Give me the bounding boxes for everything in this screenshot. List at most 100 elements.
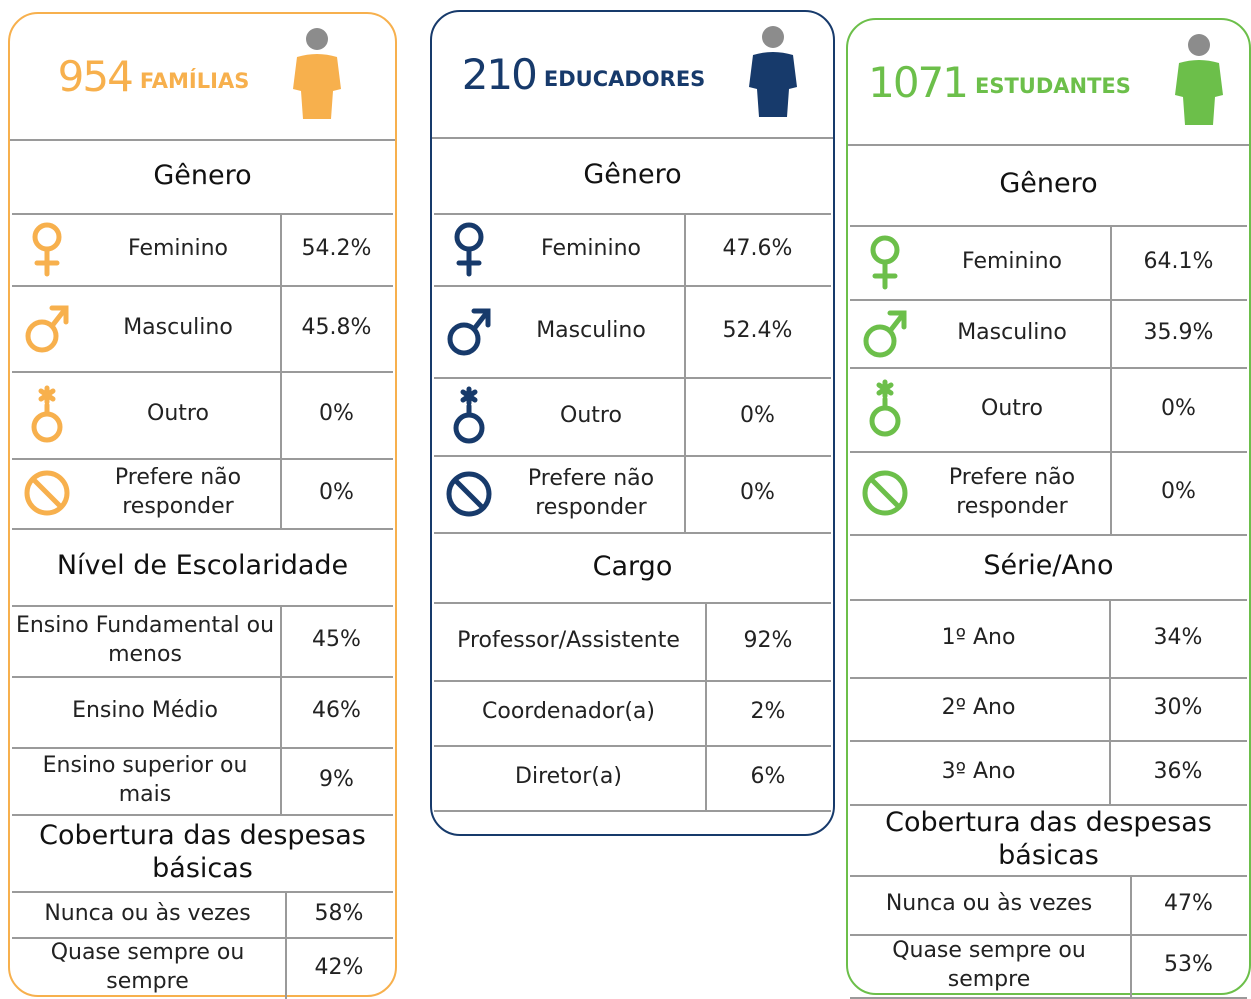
divider (12, 605, 393, 607)
section-title: Cobertura das despesas básicas (39, 820, 366, 884)
row-label: Masculino (536, 317, 646, 343)
row-value: 0% (1161, 479, 1196, 505)
gender-icon (31, 411, 63, 442)
gender-icon (453, 386, 485, 444)
row-label: Prefere não responder (527, 465, 655, 520)
column-divider (684, 285, 686, 377)
head (306, 28, 329, 50)
column-divider (1110, 367, 1112, 451)
row-value: 42% (314, 954, 364, 980)
divider (434, 745, 831, 747)
row-value: 53% (1164, 952, 1213, 978)
row-label: Outro (560, 402, 622, 428)
row-label: Professor/Assistente (457, 627, 680, 653)
head (1187, 33, 1210, 56)
gender-icon (24, 470, 70, 516)
gender-icon-box (22, 298, 72, 362)
card-header: 954 FAMÍLIAS (10, 14, 395, 139)
divider (850, 225, 1247, 227)
header-icon (287, 27, 347, 126)
card-header: 1071 ESTUDANTES (848, 20, 1249, 144)
gender-icon (452, 477, 486, 510)
divider (850, 677, 1247, 679)
divider (432, 137, 833, 139)
row-value: 34% (1153, 624, 1203, 650)
gender-icon (863, 310, 907, 358)
person-icon (293, 28, 342, 119)
column-divider (280, 285, 282, 371)
gender-icon (454, 222, 484, 252)
column-divider (684, 213, 686, 285)
column-divider (280, 458, 282, 528)
section-title: Nível de Escolaridade (56, 550, 349, 582)
gender-icon (446, 471, 492, 516)
divider (850, 804, 1247, 806)
person-icon (1174, 33, 1223, 125)
row-value: 47% (1164, 891, 1213, 917)
row-label: Feminino (962, 248, 1062, 274)
gender-icon (25, 305, 69, 353)
count: 210 (461, 50, 538, 99)
column-divider (285, 937, 287, 999)
divider (434, 532, 831, 534)
gender-icon (454, 222, 484, 277)
divider (434, 455, 831, 457)
column-divider (1130, 875, 1132, 934)
gender-icon-box (444, 301, 494, 365)
row-label: Ensino superior ou mais (42, 752, 248, 807)
count-label: EDUCADORES (543, 66, 706, 91)
divider (12, 937, 393, 939)
gender-icon (25, 319, 59, 353)
row-value: 0% (319, 479, 354, 505)
divider (850, 740, 1247, 742)
divider (850, 451, 1247, 453)
gender-icon (460, 389, 478, 403)
column-divider (285, 891, 287, 937)
row-label: Diretor(a) (515, 764, 622, 790)
column-divider (280, 605, 282, 676)
row-value: 46% (312, 698, 361, 724)
row-label: 1º Ano (941, 624, 1016, 650)
body (749, 52, 798, 117)
column-divider (1110, 299, 1112, 367)
gender-icon (862, 470, 908, 515)
row-label: Nunca ou às vezes (44, 900, 251, 926)
count: 954 (57, 52, 134, 101)
divider (12, 814, 393, 816)
section-title: Gênero (583, 158, 682, 190)
header-icon (1169, 33, 1229, 132)
column-divider (1109, 677, 1111, 740)
row-label: Feminino (541, 235, 641, 261)
row-value: 0% (740, 480, 775, 506)
column-divider (280, 747, 282, 814)
row-value: 47.6% (722, 235, 793, 261)
gender-icon (870, 235, 900, 265)
row-value: 0% (740, 402, 775, 428)
body (293, 54, 342, 119)
column-divider (280, 213, 282, 285)
column-divider (1110, 451, 1112, 534)
column-divider (1109, 599, 1111, 677)
gender-icon (38, 388, 56, 401)
row-value: 6% (750, 764, 786, 790)
divider (850, 997, 1247, 999)
divider (850, 534, 1247, 536)
gender-icon (876, 382, 894, 396)
section-title: Série/Ano (983, 550, 1114, 582)
divider (12, 458, 393, 460)
divider (848, 144, 1249, 146)
row-label: 3º Ano (941, 758, 1016, 784)
gender-icon (447, 322, 481, 356)
row-label: Quase sempre ou sempre (50, 940, 245, 994)
gender-icon (453, 412, 485, 444)
gender-icon (868, 476, 902, 509)
divider (850, 299, 1247, 301)
column-divider (705, 745, 707, 810)
row-label: Coordenador(a) (482, 699, 655, 725)
divider (434, 377, 831, 379)
divider (12, 285, 393, 287)
gender-icon-box (22, 385, 72, 449)
count: 1071 (868, 57, 969, 107)
divider (12, 528, 393, 530)
